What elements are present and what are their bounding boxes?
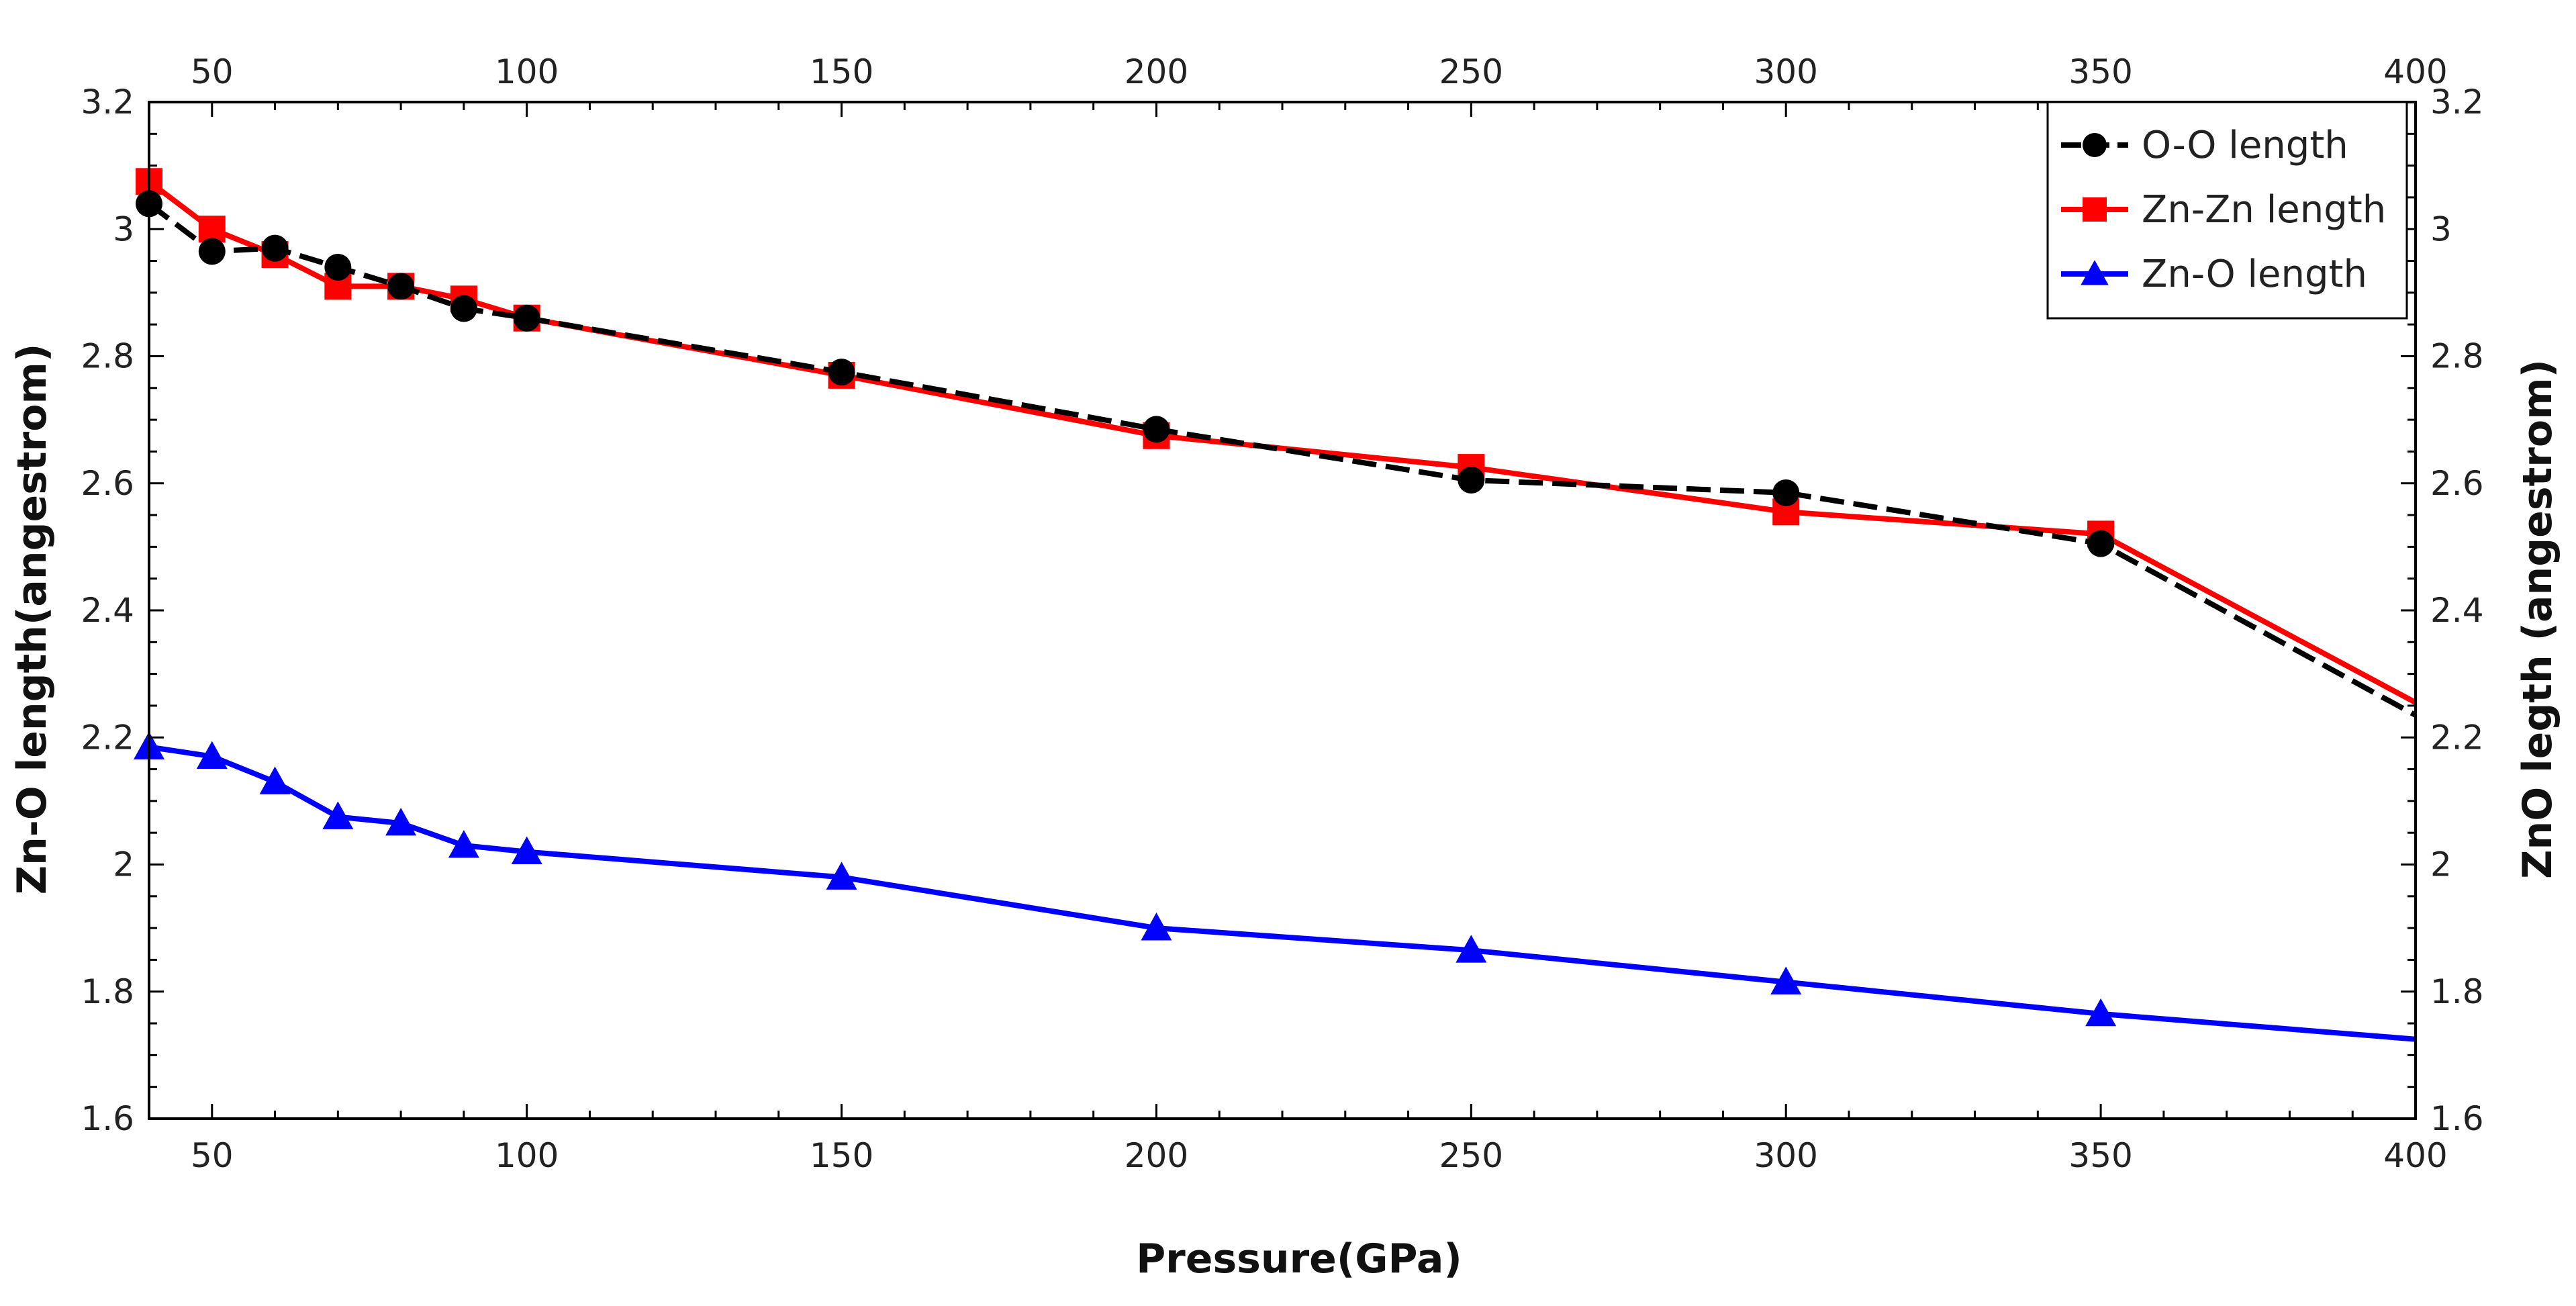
y-tick-label-right: 2.4	[2430, 591, 2484, 630]
series-1-point	[828, 359, 855, 386]
x-tick-label-top: 250	[1439, 52, 1503, 91]
series-3-point	[1456, 935, 1487, 963]
y-tick-label-right: 1.8	[2430, 972, 2484, 1011]
x-tick-label-top: 300	[1754, 52, 1818, 91]
y-tick-label-left: 2.2	[81, 718, 134, 757]
series-3-point	[1770, 966, 1802, 994]
series-3-point	[259, 766, 291, 794]
y-tick-label-right: 2.2	[2430, 718, 2484, 757]
legend-label-2: Zn-Zn length	[2142, 188, 2386, 232]
series-1-point	[450, 295, 477, 322]
series-1-point	[1458, 467, 1485, 494]
y-tick-label-left: 2.6	[81, 464, 134, 503]
x-tick-label-bottom: 400	[2383, 1136, 2447, 1175]
y-axis-title-left: Zn-O length(angestrom)	[9, 344, 56, 895]
series-1-point	[198, 238, 226, 265]
series-3-point	[385, 807, 417, 836]
y-tick-label-right: 3.2	[2430, 83, 2484, 122]
legend-marker-3	[2081, 260, 2109, 285]
legend-marker-2	[2083, 197, 2107, 222]
y-tick-label-right: 2.8	[2430, 337, 2484, 376]
series-3-point	[1141, 913, 1172, 941]
legend-label-3: Zn-O length	[2142, 252, 2367, 296]
plot-area	[134, 168, 2417, 1042]
series-1-point	[324, 254, 352, 281]
x-tick-label-top: 100	[495, 52, 559, 91]
series-1-point	[2087, 530, 2115, 557]
y-tick-label-left: 3	[113, 209, 134, 248]
series-3-point	[826, 861, 857, 890]
y-tick-label-left: 1.8	[81, 972, 134, 1011]
y-tick-label-right: 3	[2430, 209, 2452, 248]
x-tick-label-bottom: 100	[495, 1136, 559, 1175]
x-tick-label-bottom: 350	[2068, 1136, 2132, 1175]
series-1-point	[261, 234, 289, 262]
x-tick-label-top: 150	[810, 52, 873, 91]
x-tick-label-bottom: 50	[191, 1136, 234, 1175]
y-tick-label-left: 2.8	[81, 337, 134, 376]
x-tick-label-top: 50	[191, 52, 234, 91]
series-1-point	[1772, 479, 1800, 506]
series-3-point	[511, 836, 542, 864]
legend-label-1: O-O length	[2142, 124, 2348, 167]
series-3-point	[196, 741, 228, 769]
series-3-point	[322, 801, 354, 829]
y-tick-label-right: 1.6	[2430, 1099, 2484, 1138]
y-tick-label-left: 3.2	[81, 83, 134, 122]
x-tick-label-bottom: 150	[810, 1136, 873, 1175]
x-tick-label-bottom: 200	[1125, 1136, 1188, 1175]
y-tick-label-left: 2.4	[81, 591, 134, 630]
y-tick-label-right: 2.6	[2430, 464, 2484, 503]
y-tick-label-left: 2	[113, 845, 134, 884]
x-tick-label-top: 200	[1125, 52, 1188, 91]
legend: O-O length Zn-Zn length Zn-O length	[2046, 101, 2408, 320]
legend-marker-1	[2083, 133, 2107, 157]
series-1-point	[1143, 416, 1170, 443]
series-line-3	[148, 744, 2416, 1042]
y-tick-label-left: 1.6	[81, 1099, 134, 1138]
series-3-point	[2085, 998, 2117, 1027]
x-tick-label-bottom: 250	[1439, 1136, 1503, 1175]
x-tick-label-top: 400	[2383, 52, 2447, 91]
series-1-point	[387, 273, 415, 300]
x-axis-title: Pressure(GPa)	[1136, 1235, 1462, 1282]
x-tick-label-top: 350	[2068, 52, 2132, 91]
y-tick-label-right: 2	[2430, 845, 2452, 884]
y-axis-title-right: ZnO legth (angestrom)	[2514, 359, 2561, 879]
series-3-point	[448, 830, 479, 858]
series-1-point	[513, 304, 540, 332]
x-tick-label-bottom: 300	[1754, 1136, 1818, 1175]
